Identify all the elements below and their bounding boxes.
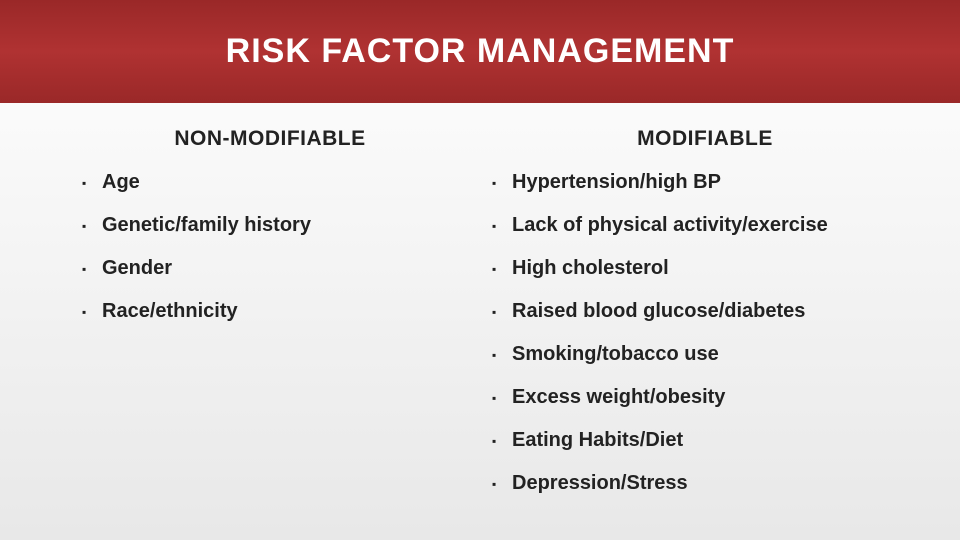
column-header-left: NON-MODIFIABLE — [80, 127, 460, 151]
list-item: Lack of physical activity/exercise — [490, 214, 920, 237]
column-header-right: MODIFIABLE — [490, 127, 920, 151]
list-item: Age — [80, 171, 460, 194]
content-area: NON-MODIFIABLE Age Genetic/family histor… — [0, 103, 960, 515]
list-item: Race/ethnicity — [80, 300, 460, 323]
list-item: High cholesterol — [490, 257, 920, 280]
list-item: Hypertension/high BP — [490, 171, 920, 194]
slide-title: RISK FACTOR MANAGEMENT — [226, 32, 735, 71]
slide: RISK FACTOR MANAGEMENT NON-MODIFIABLE Ag… — [0, 0, 960, 540]
column-modifiable: MODIFIABLE Hypertension/high BP Lack of … — [480, 127, 960, 515]
list-item: Depression/Stress — [490, 472, 920, 495]
list-item: Excess weight/obesity — [490, 386, 920, 409]
list-item: Raised blood glucose/diabetes — [490, 300, 920, 323]
column-non-modifiable: NON-MODIFIABLE Age Genetic/family histor… — [0, 127, 480, 515]
list-item: Gender — [80, 257, 460, 280]
title-bar: RISK FACTOR MANAGEMENT — [0, 0, 960, 103]
list-item: Genetic/family history — [80, 214, 460, 237]
list-non-modifiable: Age Genetic/family history Gender Race/e… — [80, 171, 460, 323]
list-item: Smoking/tobacco use — [490, 343, 920, 366]
list-item: Eating Habits/Diet — [490, 429, 920, 452]
list-modifiable: Hypertension/high BP Lack of physical ac… — [490, 171, 920, 495]
